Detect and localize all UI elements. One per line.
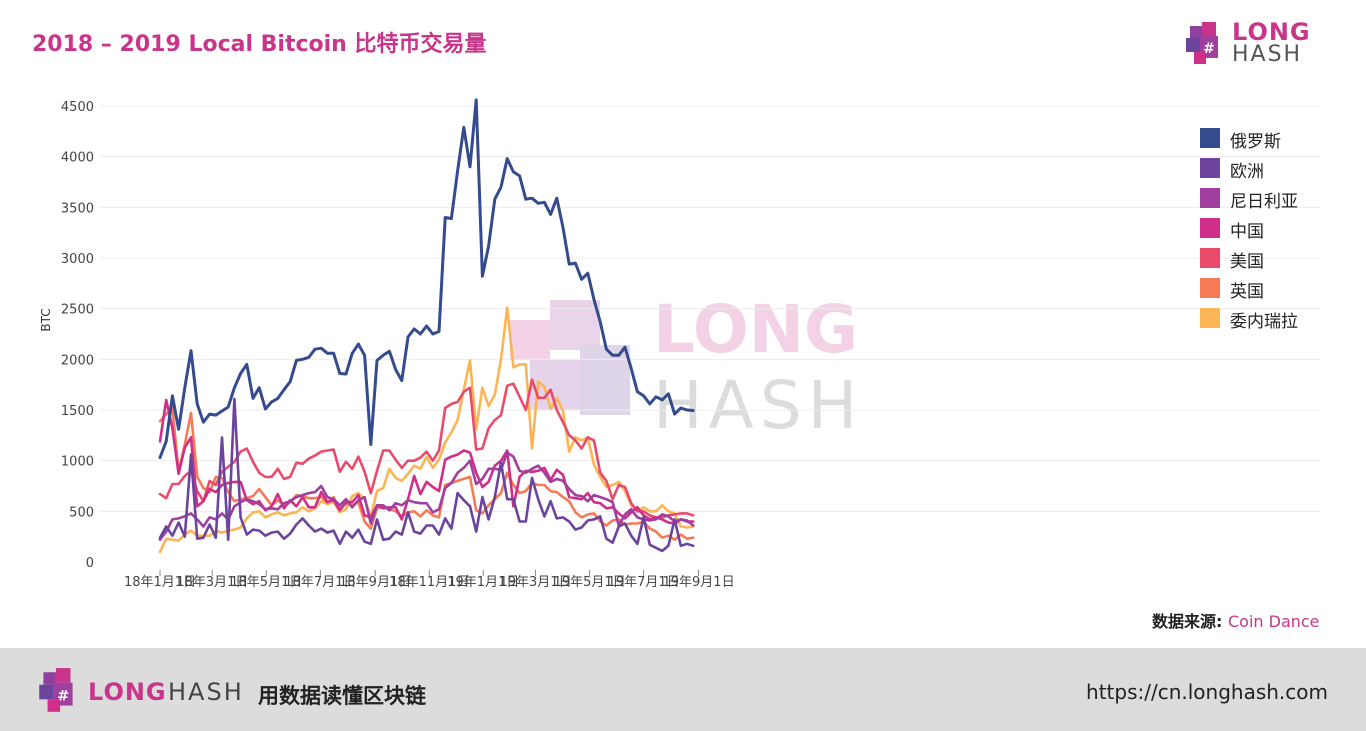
x-tick-label: 19年3月1日	[499, 575, 571, 590]
x-tick-label: 18年11月1日	[389, 575, 469, 590]
legend-swatch	[1200, 158, 1220, 178]
y-tick-label: 2000	[61, 353, 94, 368]
logo-long-text: LONG	[1232, 18, 1311, 46]
watermark-long-text: LONG	[653, 291, 858, 368]
legend-item[interactable]: 委内瑞拉	[1200, 306, 1330, 332]
x-tick-label: 19年9月1日	[662, 575, 734, 590]
legend-label: 委内瑞拉	[1230, 312, 1298, 332]
footer-long-text: LONG	[88, 678, 167, 706]
legend-swatch	[1200, 188, 1220, 208]
x-tick-label: 18年1月1日	[124, 575, 196, 590]
longhash-logo: # LONG HASH	[1182, 18, 1312, 67]
legend-label: 欧洲	[1230, 162, 1264, 182]
data-source: 数据来源: Coin Dance	[1152, 608, 1320, 632]
legend-swatch	[1200, 308, 1220, 328]
source-label: 数据来源:	[1152, 612, 1228, 631]
legend-swatch	[1200, 278, 1220, 298]
legend-item[interactable]: 中国	[1200, 216, 1330, 242]
pixel-cube-logo-icon: #	[39, 668, 73, 712]
x-tick-label: 18年3月1日	[176, 575, 248, 590]
x-axis: 18年1月1日18年3月1日18年5月1日18年7月1日18年9月1日18年11…	[124, 570, 735, 590]
series-line-4	[158, 398, 695, 525]
legend-label: 尼日利亚	[1230, 192, 1298, 212]
series-line-1	[158, 98, 695, 460]
y-tick-label: 2500	[61, 303, 94, 318]
legend-item[interactable]: 英国	[1200, 276, 1330, 302]
y-tick-label: 3500	[61, 201, 94, 216]
line-chart: LONG HASH 0 500 1000 1500 2000 2500 3000 3500 40…	[39, 98, 1320, 590]
series-line-3	[158, 451, 695, 542]
svg-text:#: #	[57, 687, 69, 704]
series-line-7	[158, 306, 695, 554]
x-tick-label: 18年5月1日	[230, 575, 302, 590]
legend-label: 美国	[1230, 252, 1264, 272]
chart-lines	[158, 98, 695, 554]
y-axis-label: BTC	[39, 308, 53, 331]
y-tick-label: 0	[86, 556, 94, 571]
y-tick-label: 4000	[61, 151, 94, 166]
x-tick-label: 19年7月1日	[608, 575, 680, 590]
x-tick-label: 19年1月1日	[447, 575, 519, 590]
legend-item[interactable]: 欧洲	[1200, 156, 1330, 182]
legend-item[interactable]: 尼日利亚	[1200, 186, 1330, 212]
y-tick-label: 3000	[61, 252, 94, 267]
footer-hash-text: HASH	[168, 678, 244, 706]
series-line-2	[158, 397, 695, 553]
footer-slogan: 用数据读懂区块链	[258, 684, 426, 708]
y-tick-label: 1000	[61, 455, 94, 470]
x-tick-label: 18年7月1日	[284, 575, 356, 590]
legend-swatch	[1200, 128, 1220, 148]
legend-label: 中国	[1230, 222, 1264, 242]
svg-text:#: #	[1203, 41, 1215, 57]
page-title: 2018 – 2019 Local Bitcoin 比特币交易量	[32, 32, 487, 57]
legend-swatch	[1200, 218, 1220, 238]
watermark-hash-text: HASH	[653, 367, 863, 444]
series-line-5	[158, 378, 695, 519]
footer-bar: # LONG HASH 用数据读懂区块链 https://cn.longhash…	[0, 648, 1366, 731]
y-tick-label: 500	[69, 505, 94, 520]
x-tick-label: 19年5月1日	[554, 575, 626, 590]
x-tick-label: 18年9月1日	[339, 575, 411, 590]
legend-label: 英国	[1230, 282, 1264, 302]
legend-item[interactable]: 俄罗斯	[1200, 126, 1330, 152]
chart-grid	[100, 105, 1320, 512]
pixel-cube-logo-icon: #	[1186, 22, 1218, 64]
legend-swatch	[1200, 248, 1220, 268]
y-axis: 0 500 1000 1500 2000 2500 3000 3500 4000 4500	[61, 100, 94, 571]
series-line-6	[158, 406, 695, 542]
logo-hash-text: HASH	[1232, 42, 1303, 67]
y-tick-label: 4500	[61, 100, 94, 115]
legend-label: 俄罗斯	[1230, 132, 1281, 152]
source-link[interactable]: Coin Dance	[1227, 612, 1320, 631]
legend-item[interactable]: 美国	[1200, 246, 1330, 272]
footer-url-link[interactable]: https://cn.longhash.com	[1086, 680, 1328, 704]
y-tick-label: 1500	[61, 404, 94, 419]
